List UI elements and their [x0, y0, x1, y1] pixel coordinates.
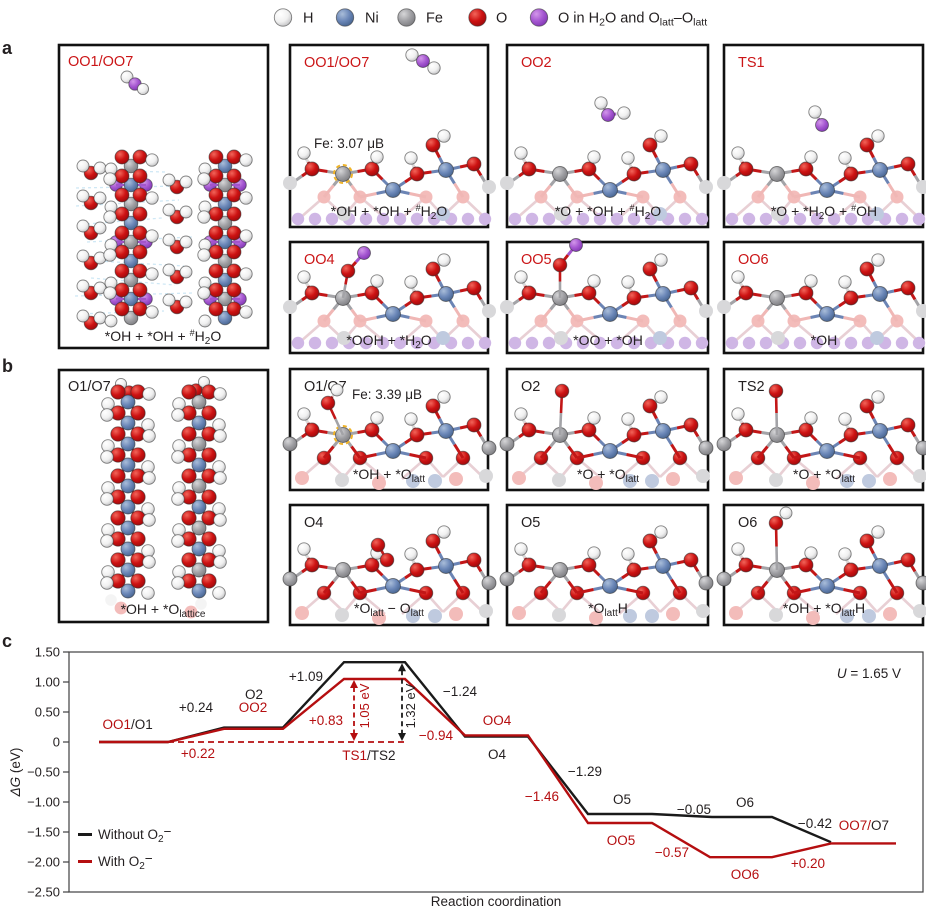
svg-text:With O2−: With O2− [98, 851, 153, 872]
svg-text:c: c [2, 631, 12, 651]
svg-text:*OOH + *H2O: *OOH + *H2O [346, 332, 431, 351]
svg-text:O6: O6 [738, 515, 757, 531]
svg-text:−0.05: −0.05 [677, 802, 711, 817]
svg-text:b: b [2, 356, 13, 376]
svg-text:/TS2: /TS2 [367, 748, 396, 763]
svg-text:OO6: OO6 [738, 252, 769, 268]
svg-text:1.05 eV: 1.05 eV [357, 683, 372, 728]
svg-text:−0.50: −0.50 [27, 765, 60, 780]
svg-text:−0.42: −0.42 [798, 816, 832, 831]
svg-text:*OO + *OH: *OO + *OH [573, 332, 643, 348]
svg-text:1.32 eV: 1.32 eV [403, 683, 418, 728]
svg-text:OO1/OO7: OO1/OO7 [68, 54, 133, 70]
svg-text:OO2: OO2 [521, 55, 552, 71]
svg-text:OO6: OO6 [731, 867, 760, 882]
svg-text:−1.46: −1.46 [525, 789, 559, 804]
svg-text:O5: O5 [613, 792, 631, 807]
svg-text:H: H [303, 11, 313, 27]
svg-text:*OlattH: *OlattH [588, 600, 628, 619]
svg-text:0.50: 0.50 [35, 705, 60, 720]
svg-text:+0.22: +0.22 [181, 746, 215, 761]
svg-text:OO4: OO4 [304, 252, 335, 268]
svg-text:−2.50: −2.50 [27, 885, 60, 900]
svg-text:O7: O7 [871, 818, 889, 833]
svg-text:OO7/: OO7/ [839, 818, 872, 833]
svg-text:−1.50: −1.50 [27, 825, 60, 840]
svg-text:*OH + *Olatt: *OH + *Olatt [353, 466, 425, 485]
svg-text:TS1: TS1 [342, 748, 367, 763]
svg-text:O2: O2 [521, 379, 540, 395]
svg-text:TS1: TS1 [738, 55, 765, 71]
svg-text:ΔG (eV): ΔG (eV) [8, 748, 23, 798]
svg-text:−2.00: −2.00 [27, 855, 60, 870]
svg-text:+1.09: +1.09 [289, 669, 323, 684]
svg-text:Fe: Fe [426, 11, 443, 27]
svg-text:Ni: Ni [365, 11, 379, 27]
svg-text:Fe: 3.39 μB: Fe: 3.39 μB [352, 387, 422, 402]
svg-text:O: O [496, 11, 507, 27]
svg-text:OO5: OO5 [521, 252, 552, 268]
svg-text:O in H2O and Olatt–Olatt: O in H2O and Olatt–Olatt [558, 11, 707, 29]
svg-text:Without O2−: Without O2− [98, 824, 172, 845]
svg-text:*OH: *OH [811, 332, 837, 348]
svg-text:+0.83: +0.83 [309, 713, 343, 728]
svg-text:*O + *Olatt: *O + *Olatt [793, 466, 855, 485]
svg-text:OO1: OO1 [102, 717, 131, 732]
svg-text:−1.24: −1.24 [443, 684, 478, 699]
svg-text:OO4: OO4 [483, 713, 512, 728]
svg-text:*O + *H2O + #OH: *O + *H2O + #OH [771, 203, 877, 222]
svg-text:OO5: OO5 [607, 833, 636, 848]
svg-text:O5: O5 [521, 515, 540, 531]
svg-text:U = 1.65 V: U = 1.65 V [837, 666, 901, 681]
svg-text:*O + *OH + #H2O: *O + *OH + #H2O [555, 203, 661, 222]
svg-text:1.00: 1.00 [35, 675, 60, 690]
svg-text:a: a [2, 38, 13, 58]
svg-text:Fe: 3.07 μB: Fe: 3.07 μB [314, 136, 384, 151]
svg-text:−1.29: −1.29 [568, 764, 602, 779]
svg-text:O1/O7: O1/O7 [68, 379, 111, 395]
svg-text:OO2: OO2 [239, 700, 268, 715]
svg-text:TS2: TS2 [738, 379, 765, 395]
svg-text:0: 0 [53, 735, 60, 750]
svg-text:O4: O4 [304, 515, 323, 531]
svg-text:O6: O6 [736, 795, 754, 810]
svg-text:/O1: /O1 [131, 717, 153, 732]
svg-text:*O + *Olatt: *O + *Olatt [577, 466, 639, 485]
svg-text:Reaction coordination: Reaction coordination [431, 894, 562, 909]
svg-text:OO1/OO7: OO1/OO7 [304, 55, 369, 71]
svg-text:−0.94: −0.94 [419, 728, 454, 743]
svg-text:O4: O4 [488, 747, 507, 762]
svg-text:1.50: 1.50 [35, 645, 60, 660]
svg-text:+0.20: +0.20 [791, 856, 825, 871]
svg-text:−0.57: −0.57 [655, 845, 689, 860]
svg-text:O2: O2 [245, 687, 263, 702]
svg-text:+0.24: +0.24 [179, 700, 214, 715]
svg-text:−1.00: −1.00 [27, 795, 60, 810]
